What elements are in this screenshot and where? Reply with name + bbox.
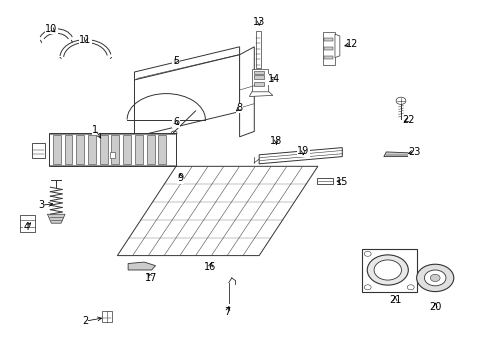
Bar [32, 143, 45, 158]
Circle shape [366, 255, 407, 285]
Circle shape [395, 97, 405, 104]
Bar [135, 135, 142, 164]
Text: 5: 5 [173, 56, 179, 66]
Bar [324, 38, 332, 41]
Circle shape [364, 251, 370, 256]
Bar [76, 135, 84, 164]
Bar [158, 135, 166, 164]
Text: 15: 15 [335, 177, 348, 187]
Bar [254, 71, 264, 74]
Polygon shape [128, 262, 155, 270]
Text: 18: 18 [269, 136, 282, 146]
Bar [123, 135, 131, 164]
Circle shape [373, 260, 401, 280]
Text: 23: 23 [407, 147, 420, 157]
Circle shape [424, 270, 445, 286]
Polygon shape [47, 214, 65, 223]
Polygon shape [134, 55, 239, 137]
Text: 4: 4 [24, 222, 30, 232]
Text: 10: 10 [45, 24, 58, 34]
Text: 16: 16 [203, 262, 216, 272]
Text: 8: 8 [236, 103, 242, 113]
Text: 12: 12 [345, 39, 358, 49]
Text: 19: 19 [296, 146, 309, 156]
Polygon shape [239, 47, 254, 137]
Text: 11: 11 [79, 35, 92, 45]
Polygon shape [49, 133, 176, 166]
Text: 9: 9 [178, 173, 183, 183]
Polygon shape [251, 69, 267, 92]
Bar [102, 311, 112, 322]
Text: 1: 1 [92, 125, 98, 135]
Bar [100, 135, 107, 164]
Bar [146, 135, 154, 164]
Bar [110, 152, 115, 158]
Bar [361, 249, 416, 292]
Text: 14: 14 [267, 74, 280, 84]
Bar [324, 56, 332, 59]
Bar [53, 135, 61, 164]
Polygon shape [117, 166, 317, 256]
Circle shape [429, 274, 439, 282]
Polygon shape [249, 92, 272, 96]
Text: 17: 17 [145, 273, 158, 283]
Circle shape [364, 285, 370, 290]
Text: 13: 13 [252, 17, 265, 27]
Polygon shape [322, 32, 334, 65]
Circle shape [407, 285, 413, 290]
Polygon shape [259, 148, 342, 164]
Polygon shape [383, 152, 412, 157]
Polygon shape [334, 34, 339, 58]
Text: 7: 7 [224, 307, 230, 318]
Text: 22: 22 [401, 114, 414, 125]
Bar [324, 47, 332, 50]
Bar [111, 135, 119, 164]
Bar [254, 75, 264, 79]
Circle shape [416, 264, 453, 292]
Bar [20, 215, 35, 232]
Text: 20: 20 [428, 302, 441, 312]
Bar [64, 135, 72, 164]
Bar [188, 167, 203, 174]
Text: 2: 2 [82, 316, 88, 326]
Polygon shape [134, 47, 239, 81]
Circle shape [171, 131, 177, 135]
Text: 6: 6 [173, 117, 179, 127]
Bar [255, 31, 260, 68]
Text: 3: 3 [39, 200, 44, 210]
Text: 21: 21 [388, 294, 401, 305]
Bar [254, 82, 264, 86]
Bar [88, 135, 96, 164]
Polygon shape [316, 178, 332, 184]
